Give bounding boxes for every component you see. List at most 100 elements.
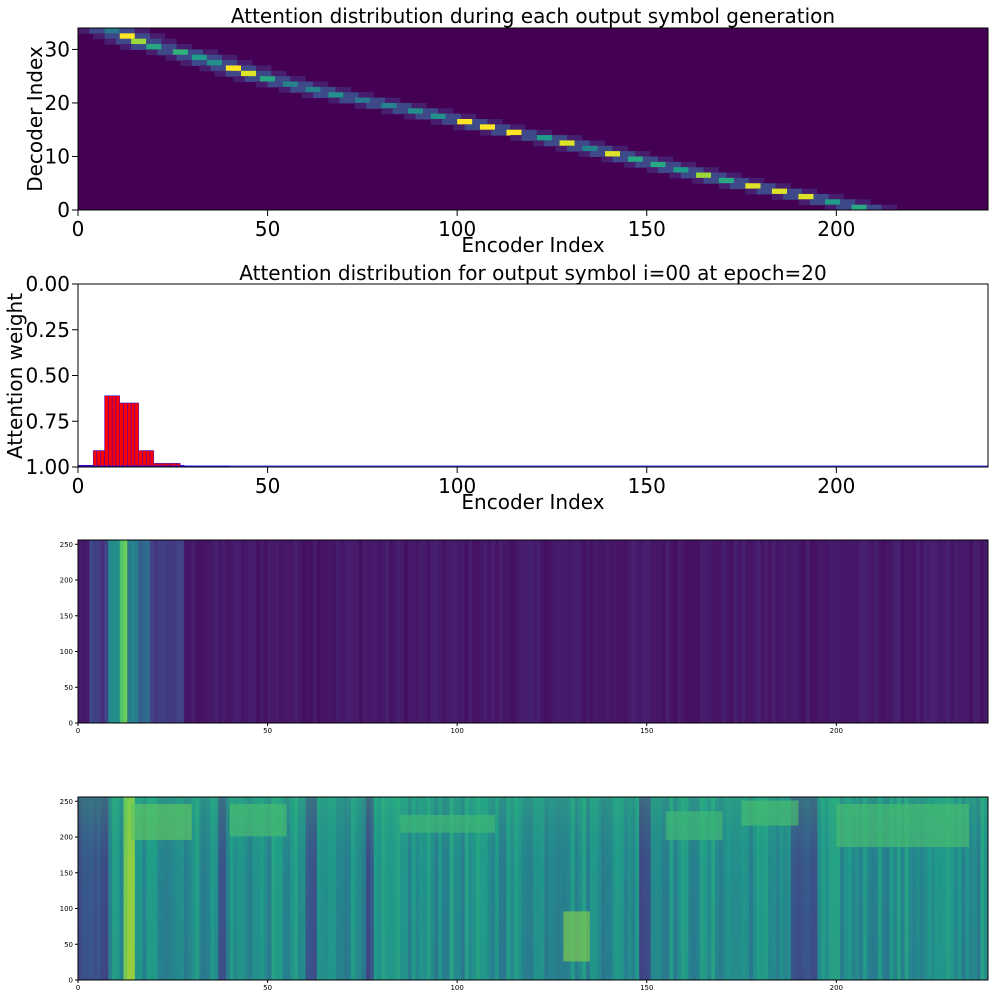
activation-column xyxy=(616,540,621,723)
attention-bar xyxy=(127,402,132,468)
heatmap-cell xyxy=(665,161,681,168)
heatmap-cell xyxy=(578,151,594,157)
heatmap-ylabel: Decoder Index xyxy=(23,46,47,192)
activation-column xyxy=(506,540,511,723)
heatmap-cell xyxy=(214,70,230,77)
activation-ytick-label: 0 xyxy=(69,720,73,728)
activation-column xyxy=(938,540,943,723)
activation-column xyxy=(392,540,397,723)
activation-column xyxy=(969,540,974,723)
activation-xtick-label: 0 xyxy=(76,727,80,735)
activation-column xyxy=(119,540,124,723)
activation-column xyxy=(146,540,151,723)
activation-column xyxy=(134,540,139,723)
activation-column xyxy=(297,540,303,723)
heatmap-cell xyxy=(206,60,223,66)
activation-column xyxy=(423,540,428,723)
activation-column xyxy=(290,540,295,723)
activation-column xyxy=(912,540,917,723)
activation-column xyxy=(407,540,412,723)
activation-column xyxy=(802,540,807,723)
activation-column xyxy=(878,540,883,723)
activation-column xyxy=(718,540,723,723)
attention-bar xyxy=(123,402,128,468)
activation-column xyxy=(711,540,716,723)
heatmap-cell xyxy=(180,60,196,66)
heatmap-xtick-label: 100 xyxy=(438,217,476,241)
activation-column xyxy=(309,540,314,723)
bar-x-ticks: 0 50 100 150 200 xyxy=(72,467,855,498)
activation-column xyxy=(574,540,579,723)
heatmap-cell xyxy=(256,81,272,88)
heatmap-cell xyxy=(134,28,151,34)
activation-xtick-label: 100 xyxy=(450,727,463,735)
heatmap-cell xyxy=(165,54,181,61)
activation-column xyxy=(426,540,431,723)
bar-plot-area xyxy=(78,284,988,467)
heatmap-cell xyxy=(703,167,719,174)
activation-column xyxy=(222,540,227,723)
heatmap-cell xyxy=(241,65,257,72)
heatmap-cell xyxy=(199,65,215,72)
heatmap-cell xyxy=(745,183,761,190)
activation-column xyxy=(908,540,913,723)
activation-column xyxy=(934,540,940,723)
activation-column xyxy=(862,540,867,723)
heatmap-cell xyxy=(203,49,219,56)
activation-column xyxy=(218,540,223,723)
activation-column xyxy=(85,540,90,723)
heatmap-cell xyxy=(301,92,317,99)
activation-column xyxy=(847,540,852,723)
activation-column xyxy=(385,540,390,723)
activation-column xyxy=(533,540,538,723)
activation-column xyxy=(673,540,678,723)
heatmap-cell xyxy=(381,108,397,115)
activation-column xyxy=(567,540,572,723)
activation-column xyxy=(593,540,598,723)
activation-ytick-label: 200 xyxy=(60,577,73,585)
attention-bar xyxy=(165,463,170,468)
activation-column xyxy=(233,540,238,723)
heatmap-cell xyxy=(358,92,374,99)
bar-xtick-label: 0 xyxy=(72,474,85,498)
heatmap-cell xyxy=(187,49,204,56)
activation-column xyxy=(514,540,519,723)
activation-column xyxy=(806,540,811,723)
heatmap-cell xyxy=(392,108,408,115)
activation-column xyxy=(472,540,477,723)
activation-column xyxy=(870,540,875,723)
activation-column xyxy=(794,540,799,723)
activation-column xyxy=(271,540,276,723)
heatmap-ytick-label: 10 xyxy=(45,144,70,168)
heatmap-cell xyxy=(840,199,856,206)
heatmap-cell xyxy=(620,151,636,157)
activation-column xyxy=(396,540,401,723)
activation-column xyxy=(608,540,613,723)
activation-column xyxy=(434,540,439,723)
heatmap-cell xyxy=(582,145,598,152)
attention-bar xyxy=(100,450,105,468)
activation-column xyxy=(605,540,610,723)
heatmap-cell xyxy=(146,44,162,50)
heatmap-cell xyxy=(104,38,120,45)
activation-column xyxy=(502,540,507,723)
activation-column xyxy=(779,540,784,723)
heatmap-cell xyxy=(642,156,659,163)
activation-column xyxy=(479,540,485,723)
bar-ytick-label: 1.00 xyxy=(25,455,70,479)
heatmap-cell xyxy=(567,145,583,152)
activation-column xyxy=(252,540,257,723)
activation-column xyxy=(828,540,833,723)
activation-column xyxy=(699,540,704,723)
activation-column xyxy=(286,540,291,723)
activation-column xyxy=(487,540,492,723)
heatmap-cell xyxy=(680,172,697,179)
activation-column xyxy=(654,540,659,723)
activation-column xyxy=(931,540,936,723)
activation-columns xyxy=(78,540,989,723)
heatmap-cell xyxy=(612,156,628,163)
heatmap-cell xyxy=(589,140,606,147)
heatmap-cell xyxy=(487,119,503,125)
heatmap-cell xyxy=(457,119,473,125)
activation-column xyxy=(775,540,780,723)
